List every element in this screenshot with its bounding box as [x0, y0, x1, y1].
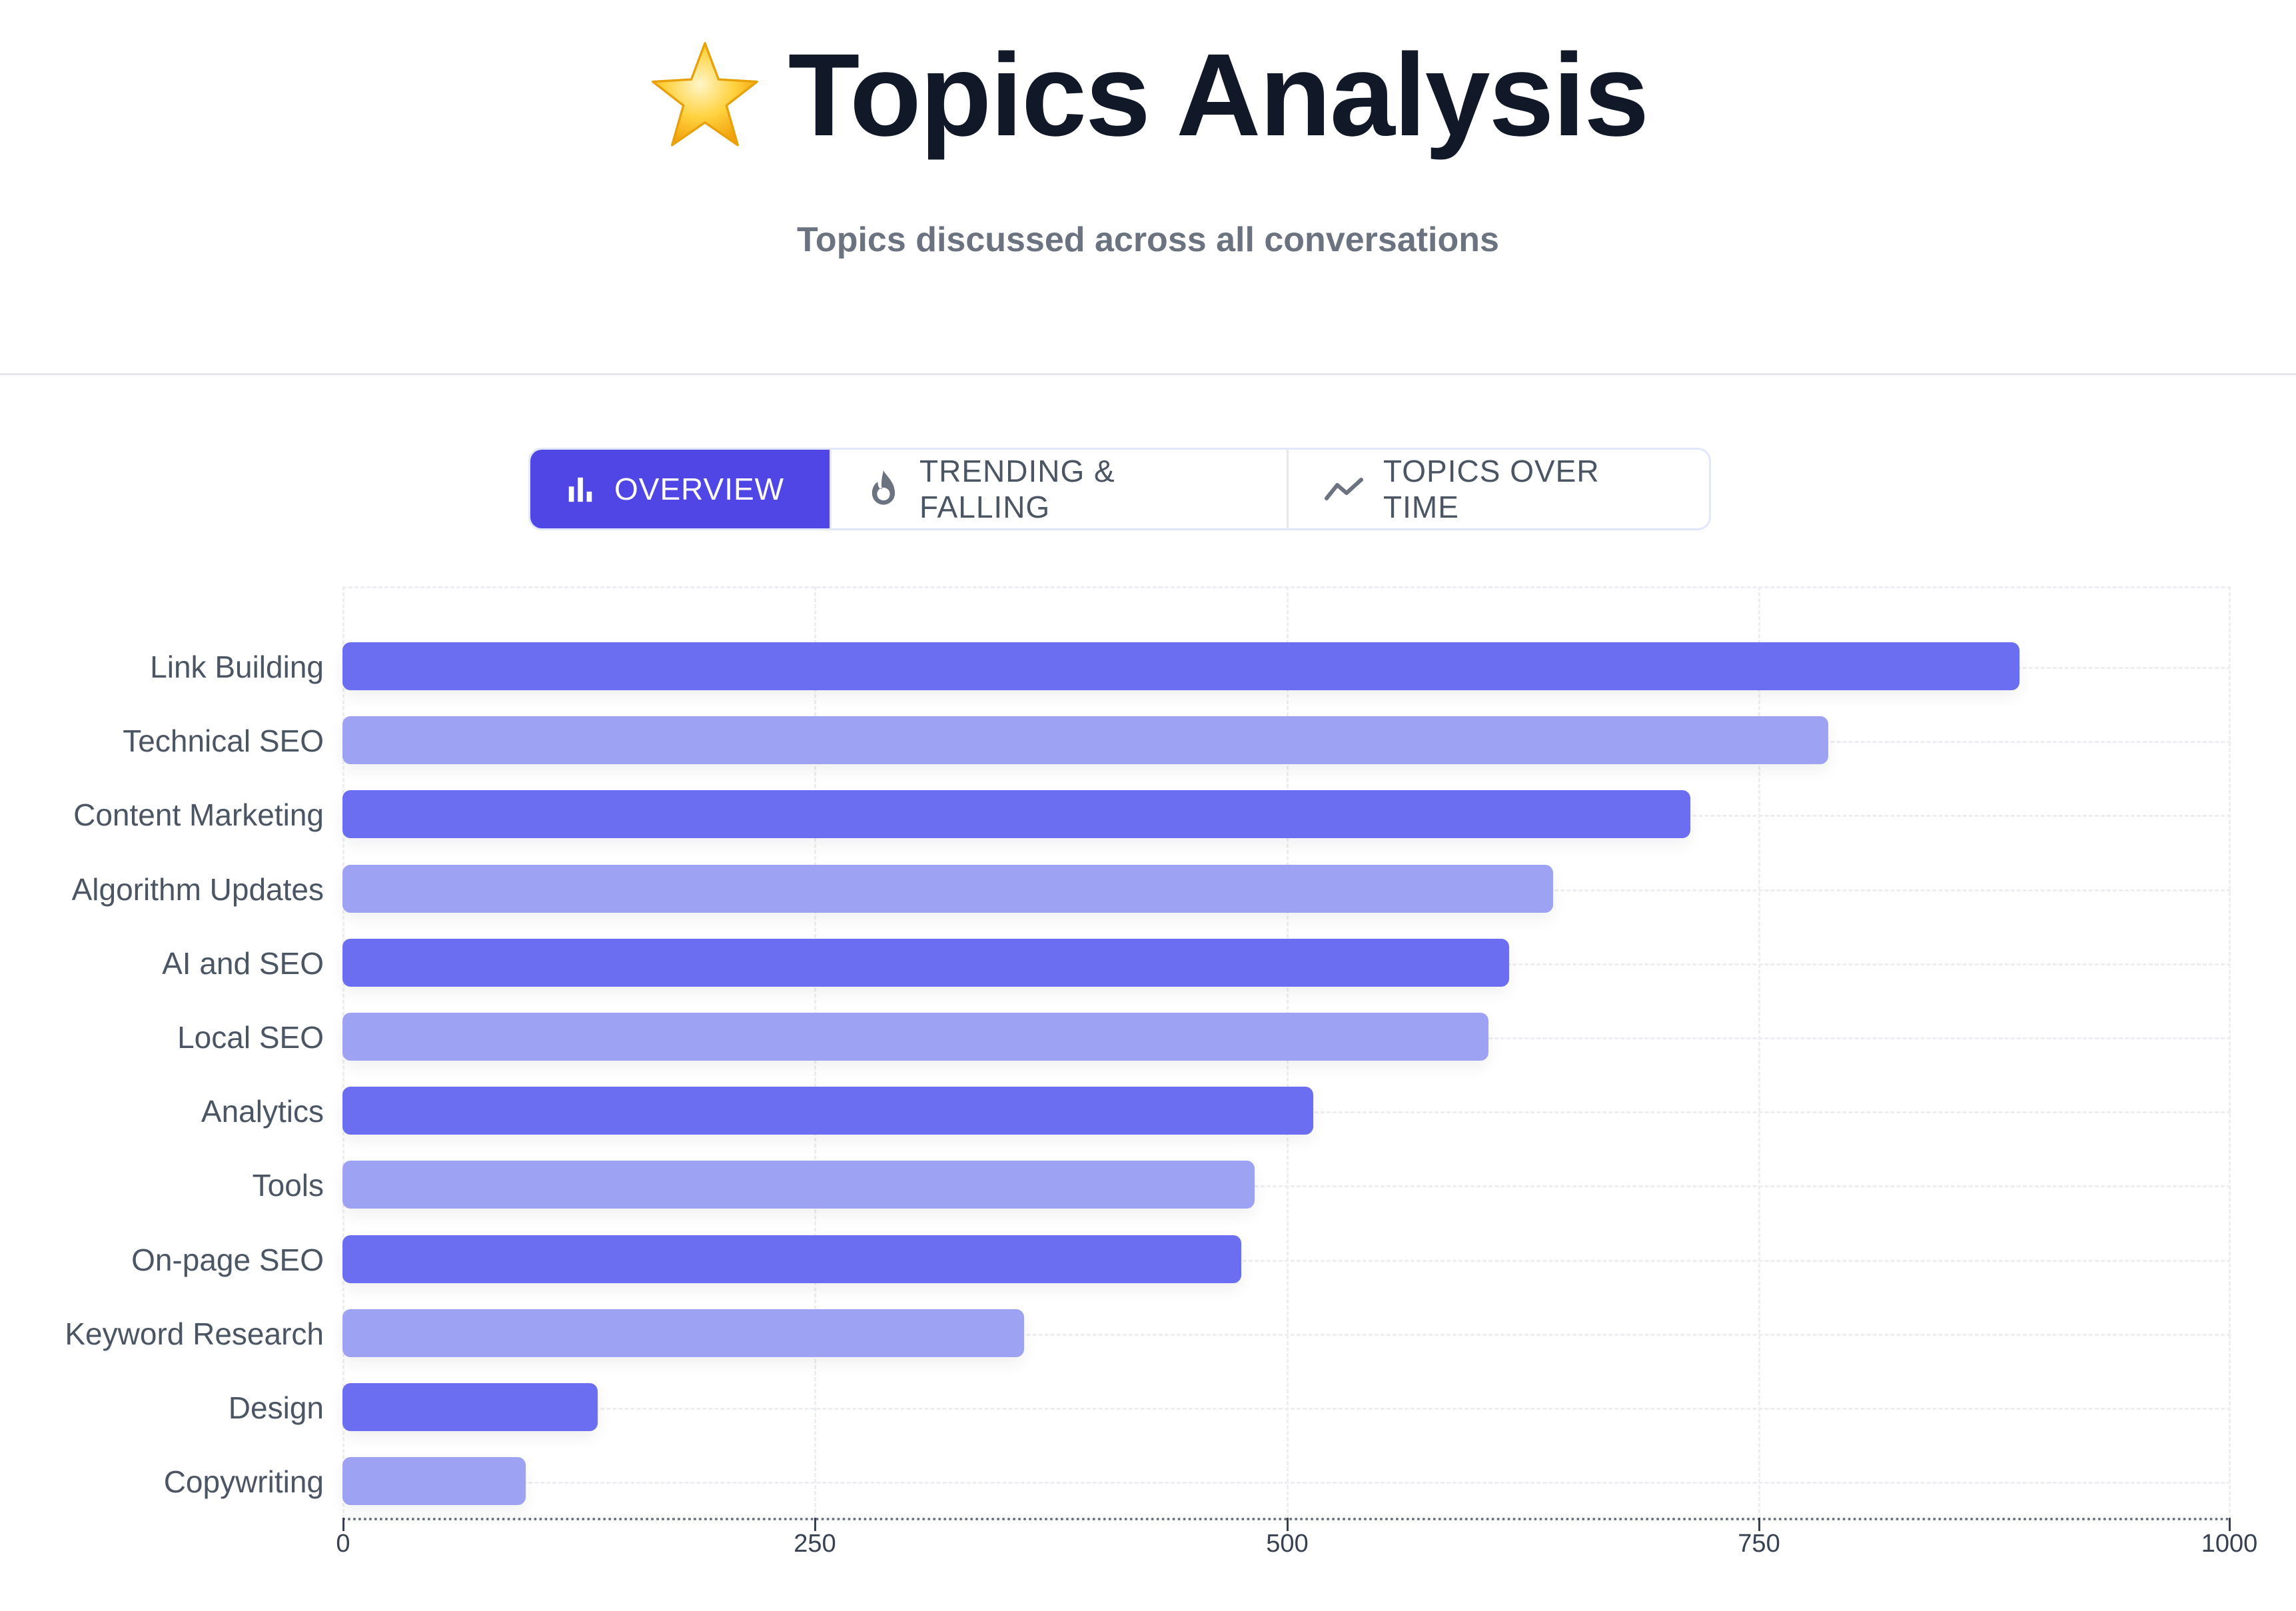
x-tick	[814, 1518, 816, 1531]
tab-trending-falling[interactable]: TRENDING & FALLING	[832, 450, 1289, 528]
tab-trending-falling-label: TRENDING & FALLING	[919, 454, 1115, 524]
grid-line	[342, 586, 2231, 588]
bar-row: Keyword Research	[0, 1285, 2296, 1359]
x-tick	[1287, 1518, 1289, 1531]
grid-line	[2229, 586, 2231, 1519]
tab-overview[interactable]: OVERVIEW	[530, 450, 832, 528]
bar[interactable]	[342, 642, 2019, 690]
bar-row: Tools	[0, 1137, 2296, 1211]
y-axis-label: On-page SEO	[131, 1242, 324, 1277]
tab-topics-over-time-label: TOPICS OVER TIME	[1383, 454, 1600, 524]
y-axis-label: AI and SEO	[162, 945, 324, 981]
y-axis-label: Tools	[252, 1168, 324, 1203]
x-tick-label: 250	[794, 1530, 836, 1558]
bar-chart-icon	[568, 477, 592, 502]
y-axis-label: Design	[228, 1390, 324, 1425]
bar[interactable]	[342, 716, 1829, 765]
trend-line-icon	[1325, 478, 1363, 500]
topics-bar-chart: Link Building Technical SEO Content Market…	[0, 580, 2296, 1579]
x-tick-label: 500	[1266, 1530, 1309, 1558]
bar-row: Local SEO	[0, 989, 2296, 1063]
bar[interactable]	[342, 938, 1510, 987]
bar[interactable]	[342, 1235, 1241, 1283]
x-tick-label: 750	[1738, 1530, 1780, 1558]
y-axis-label: Copywriting	[163, 1464, 324, 1500]
page-subtitle: Topics discussed across all conversation…	[797, 221, 1499, 259]
bar[interactable]	[342, 1161, 1255, 1209]
y-axis-label: Content Marketing	[73, 798, 324, 833]
bar[interactable]	[342, 790, 1691, 839]
grid-line	[342, 1408, 2231, 1410]
star-icon	[651, 42, 758, 147]
grid-line	[342, 1259, 2231, 1262]
grid-line	[342, 1333, 2231, 1336]
grid-line	[342, 1482, 2231, 1484]
tab-overview-label: OVERVIEW	[614, 472, 785, 506]
x-tick-label: 1000	[2201, 1530, 2258, 1558]
bar[interactable]	[342, 864, 1553, 913]
y-axis-label: Technical SEO	[123, 724, 324, 759]
bar-row: Analytics	[0, 1063, 2296, 1137]
bar[interactable]	[342, 1087, 1313, 1135]
y-axis-label: Link Building	[150, 650, 324, 684]
title-row: Topics Analysis	[0, 37, 2296, 154]
grid-line	[342, 1185, 2231, 1188]
bar[interactable]	[342, 1309, 1025, 1357]
y-axis-label: Algorithm Updates	[71, 871, 324, 907]
tab-topics-over-time[interactable]: TOPICS OVER TIME	[1289, 450, 1709, 528]
bar-row: Copywriting	[0, 1433, 2296, 1507]
x-tick	[2229, 1518, 2231, 1531]
grid-line	[1758, 586, 1760, 1519]
flame-icon	[871, 470, 895, 505]
y-axis-label: Analytics	[201, 1094, 324, 1129]
bar-row: AI and SEO	[0, 915, 2296, 989]
bar-row: Technical SEO	[0, 692, 2296, 766]
x-tick-label: 0	[336, 1530, 350, 1558]
bar-row: Content Marketing	[0, 766, 2296, 840]
y-axis-label: Local SEO	[177, 1020, 324, 1055]
bar[interactable]	[342, 1013, 1489, 1061]
page-header: Topics Analysis Topics discussed across …	[0, 0, 2296, 375]
page-title: Topics Analysis	[788, 30, 1649, 161]
x-tick	[1758, 1518, 1760, 1531]
bar-row: Algorithm Updates	[0, 841, 2296, 915]
x-tick	[342, 1518, 344, 1531]
bar-row: On-page SEO	[0, 1211, 2296, 1285]
y-axis-label: Keyword Research	[65, 1316, 324, 1351]
view-tabs: OVERVIEW TRENDING & FALLING TOPICS OVER …	[528, 448, 1711, 530]
bar[interactable]	[342, 1383, 598, 1431]
bar[interactable]	[342, 1457, 526, 1506]
bar-row: Link Building	[0, 618, 2296, 692]
bar-row: Design	[0, 1359, 2296, 1433]
